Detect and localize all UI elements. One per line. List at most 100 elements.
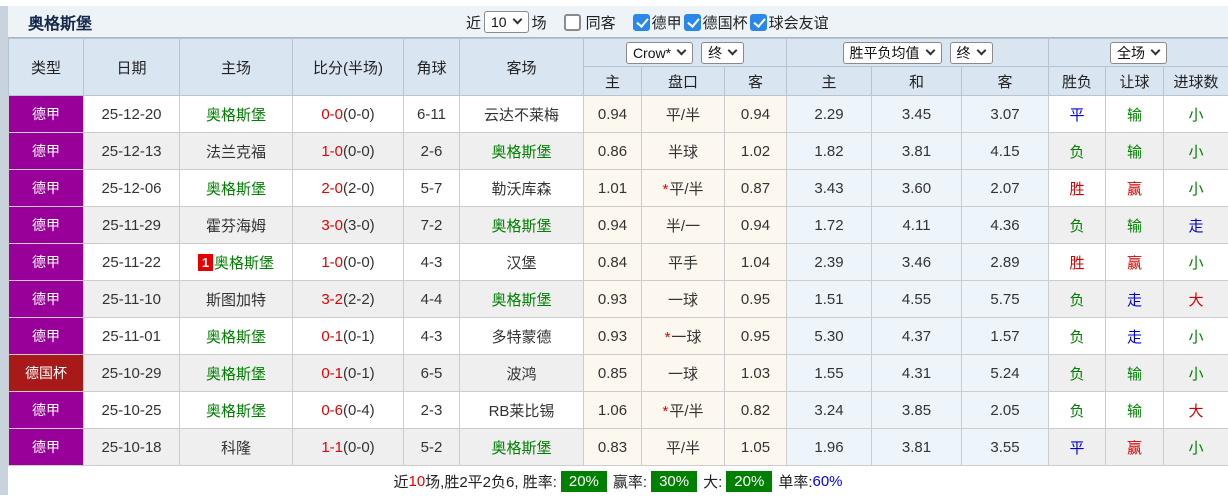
avg-lose-odds: 2.89 [962,244,1049,281]
avg-lose-odds: 1.57 [962,318,1049,355]
handicap-home-odds: 1.06 [584,392,642,429]
away-team-cell: 奥格斯堡 [460,429,584,466]
avg-win-odds: 3.43 [787,170,872,207]
avg-time-select[interactable]: 终 [950,42,993,64]
halftime-score: (0-1) [343,328,375,345]
handicap-time-select[interactable]: 终 [701,42,744,64]
goals-outcome: 小 [1164,355,1228,392]
match-date: 25-10-29 [84,355,180,392]
chevron-down-icon [1151,45,1161,55]
table-row: 德甲 25-12-13 法兰克福 1-0(0-0) 2-6 奥格斯堡 0.86 … [9,133,1228,170]
avg-win-odds: 1.96 [787,429,872,466]
handicap-outcome: 赢 [1106,429,1164,466]
halftime-score: (2-0) [343,180,375,197]
sub-header-avg-lose: 客 [962,67,1049,96]
score-cell: 0-1(0-1) [293,355,404,392]
chevron-down-icon [976,45,986,55]
handicap-outcome: 输 [1106,355,1164,392]
handicap-rate-label: 赢率: [613,471,647,492]
filter-friendly-checkbox[interactable] [750,14,767,31]
handicap-outcome: 走 [1106,281,1164,318]
handicap-away-odds: 0.95 [725,281,787,318]
odds-company-select[interactable]: Crow* [626,42,693,64]
match-count-select[interactable]: 10 [484,11,529,33]
home-team-name: 科隆 [221,440,251,457]
away-team-name: 多特蒙德 [491,329,551,346]
home-team-cell: 奥格斯堡 [180,355,293,392]
handicap-changed-star: * [662,181,668,198]
avg-lose-odds: 4.15 [962,133,1049,170]
avg-select-cell: 胜平负均值 终 [787,39,1049,67]
score-cell: 3-2(2-2) [293,281,404,318]
handicap-away-odds: 0.87 [725,170,787,207]
home-team-name: 法兰克福 [206,144,266,161]
home-team-name: 奥格斯堡 [206,181,266,198]
goals-outcome: 小 [1164,133,1228,170]
avg-draw-odds: 4.37 [872,318,962,355]
score-cell: 0-1(0-1) [293,318,404,355]
score-cell: 2-0(2-0) [293,170,404,207]
handicap-home-odds: 0.83 [584,429,642,466]
avg-lose-odds: 5.75 [962,281,1049,318]
same-away-checkbox[interactable] [564,14,581,31]
chevron-down-icon [925,45,935,55]
avg-draw-odds: 4.11 [872,207,962,244]
table-row: 德甲 25-12-20 奥格斯堡 0-0(0-0) 6-11 云达不莱梅 0.9… [9,96,1228,133]
match-date: 25-10-25 [84,392,180,429]
handicap-away-odds: 1.02 [725,133,787,170]
result-outcome: 负 [1049,318,1106,355]
sub-header-goals-result: 进球数 [1164,67,1228,96]
home-team-cell: 霍芬海姆 [180,207,293,244]
scope-select[interactable]: 全场 [1110,42,1167,64]
toolbar: 奥格斯堡 近 10 场 同客 德甲 德国杯 球会友谊 [8,6,1228,38]
handicap-select-cell: Crow* 终 [584,39,787,67]
filter-cup-checkbox[interactable] [684,14,701,31]
sub-header-avg-draw: 和 [872,67,962,96]
handicap-line-cell: *平/半 [642,170,725,207]
avg-odds-select[interactable]: 胜平负均值 [843,42,942,64]
fulltime-score: 3-2 [321,291,343,308]
avg-lose-odds: 4.36 [962,207,1049,244]
summary-prefix: 近 [393,471,408,492]
away-team-name: RB莱比锡 [489,403,555,420]
handicap-away-odds: 0.82 [725,392,787,429]
corners: 4-3 [404,244,460,281]
halftime-score: (3-0) [343,217,375,234]
avg-win-odds: 1.55 [787,355,872,392]
chevron-down-icon [512,15,522,25]
handicap-outcome: 走 [1106,318,1164,355]
goals-outcome: 小 [1164,244,1228,281]
chevron-down-icon [677,45,687,55]
handicap-line-cell: 一球 [642,355,725,392]
handicap-line: 一球 [668,366,698,383]
same-away-label: 同客 [586,12,616,33]
single-rate-label: 单率: [778,471,812,492]
away-team-name: 奥格斯堡 [491,440,551,457]
handicap-line-cell: 一球 [642,281,725,318]
page-title: 奥格斯堡 [28,10,92,34]
fulltime-score: 0-6 [321,402,343,419]
league-badge: 德甲 [9,429,84,466]
single-rate-value: 60% [812,473,842,490]
result-outcome: 平 [1049,429,1106,466]
home-team-name: 奥格斯堡 [214,255,274,272]
handicap-line-cell: 平/半 [642,96,725,133]
goals-outcome: 走 [1164,207,1228,244]
handicap-away-odds: 0.95 [725,318,787,355]
handicap-away-odds: 1.04 [725,244,787,281]
score-cell: 3-0(3-0) [293,207,404,244]
fulltime-score: 1-0 [321,254,343,271]
over-rate-label: 大: [703,471,722,492]
handicap-outcome: 赢 [1106,244,1164,281]
avg-lose-odds: 5.24 [962,355,1049,392]
result-outcome: 胜 [1049,244,1106,281]
filter-bundesliga-checkbox[interactable] [633,14,650,31]
score-cell: 0-0(0-0) [293,96,404,133]
home-team-name: 奥格斯堡 [206,107,266,124]
avg-lose-odds: 3.55 [962,429,1049,466]
home-team-cell: 奥格斯堡 [180,318,293,355]
avg-draw-odds: 3.60 [872,170,962,207]
match-date: 25-11-29 [84,207,180,244]
handicap-home-odds: 0.86 [584,133,642,170]
